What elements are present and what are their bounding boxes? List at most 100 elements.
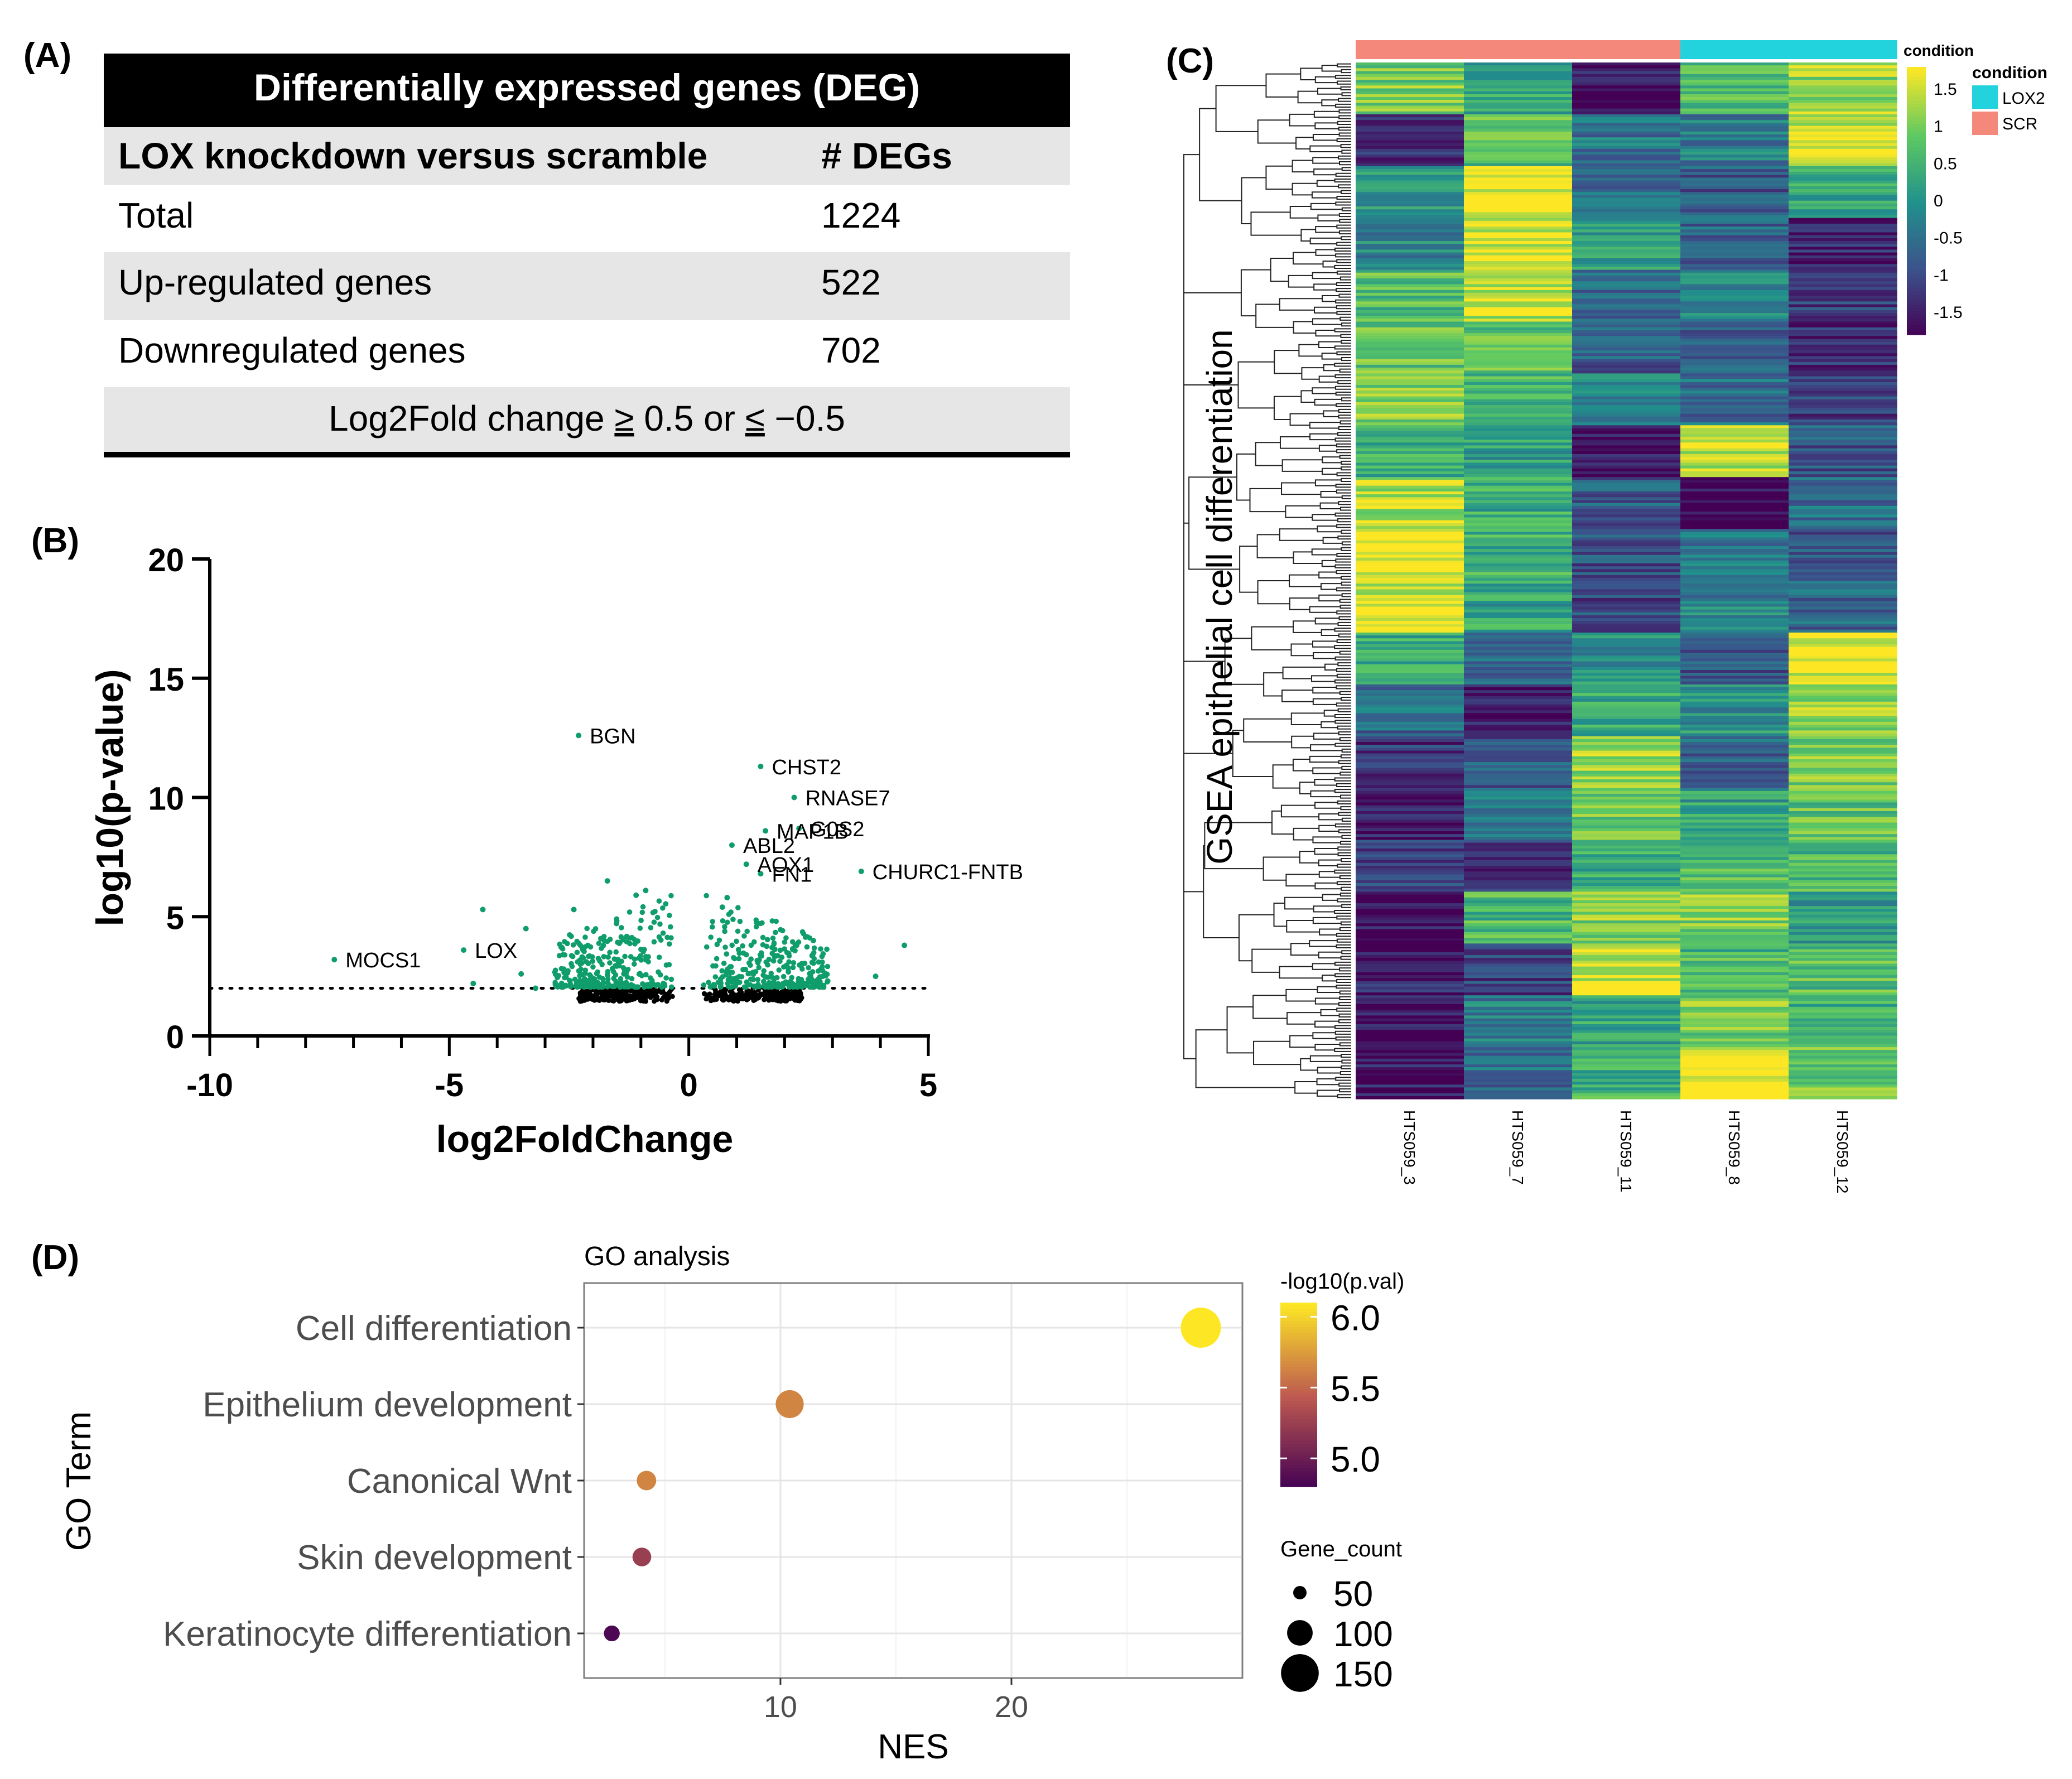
heatmap-cell bbox=[1680, 474, 1789, 478]
volcano-point-sig bbox=[703, 944, 710, 950]
volcano-point-nonsig bbox=[594, 995, 600, 1001]
heatmap-cell bbox=[1464, 817, 1573, 820]
heatmap-cell bbox=[1464, 773, 1573, 777]
go-colorbar-segment bbox=[1280, 1440, 1317, 1444]
heatmap-cell bbox=[1789, 71, 1897, 75]
go-colorbar-segment bbox=[1280, 1471, 1317, 1475]
volcano-point-sig bbox=[711, 983, 717, 989]
heatmap-cell bbox=[1789, 860, 1897, 864]
heatmap-cell bbox=[1680, 468, 1789, 472]
heatmap-cell bbox=[1789, 252, 1897, 256]
heatmap-cell bbox=[1789, 65, 1897, 69]
heatmap-cell bbox=[1464, 612, 1573, 616]
heatmap-cell bbox=[1680, 1044, 1789, 1048]
heatmap-cell bbox=[1464, 497, 1573, 501]
heatmap-cell bbox=[1356, 592, 1464, 596]
heatmap-dendrogram-branch bbox=[1314, 1043, 1340, 1051]
heatmap-colorbar-segment bbox=[1907, 157, 1926, 161]
heatmap-cell bbox=[1680, 877, 1789, 881]
heatmap-cell bbox=[1680, 575, 1789, 578]
heatmap-colorbar-segment bbox=[1907, 204, 1926, 208]
heatmap-cell bbox=[1356, 235, 1464, 239]
heatmap-cell bbox=[1356, 808, 1464, 812]
heatmap-cell bbox=[1680, 514, 1789, 518]
heatmap-colorbar-segment bbox=[1907, 285, 1926, 288]
heatmap-cell bbox=[1464, 85, 1573, 89]
heatmap-cell bbox=[1572, 440, 1681, 443]
volcano-point-sig bbox=[656, 969, 661, 975]
heatmap-dendrogram-branch bbox=[1313, 306, 1337, 314]
heatmap-cell bbox=[1680, 1055, 1789, 1059]
heatmap-cell bbox=[1680, 969, 1789, 973]
heatmap-dendrogram-branch bbox=[1337, 380, 1351, 384]
heatmap-cell bbox=[1789, 1035, 1897, 1039]
heatmap-cell bbox=[1572, 508, 1681, 512]
heatmap-cell bbox=[1572, 577, 1681, 581]
volcano-point-sig bbox=[668, 893, 674, 899]
heatmap-cell bbox=[1356, 368, 1464, 371]
heatmap-cell bbox=[1680, 811, 1789, 814]
heatmap-cell bbox=[1464, 978, 1573, 981]
volcano-point-sig bbox=[643, 957, 649, 963]
heatmap-cell bbox=[1572, 505, 1681, 509]
volcano-point-sig bbox=[638, 918, 644, 923]
heatmap-dendrogram-branch bbox=[1315, 249, 1336, 256]
heatmap-cell bbox=[1356, 727, 1464, 731]
heatmap-cell bbox=[1789, 508, 1897, 512]
heatmap-cell bbox=[1789, 549, 1897, 552]
heatmap-cell bbox=[1680, 776, 1789, 780]
heatmap-cell bbox=[1356, 1001, 1464, 1005]
heatmap-cell bbox=[1789, 831, 1897, 835]
heatmap-cell bbox=[1572, 376, 1681, 380]
heatmap-dendrogram-branch bbox=[1317, 214, 1340, 221]
heatmap-cell bbox=[1789, 837, 1897, 841]
volcano-point-sig bbox=[597, 936, 604, 942]
volcano-point-sig bbox=[618, 976, 624, 982]
go-colorbar-segment bbox=[1280, 1474, 1317, 1478]
heatmap-colorbar-segment bbox=[1907, 197, 1926, 201]
heatmap-cell bbox=[1680, 353, 1789, 357]
heatmap-cell bbox=[1572, 678, 1681, 682]
heatmap-dendrogram-branch bbox=[1312, 1032, 1336, 1039]
heatmap-cell bbox=[1789, 1070, 1897, 1074]
heatmap-cell bbox=[1789, 586, 1897, 590]
heatmap-cell bbox=[1464, 402, 1573, 406]
heatmap-cell bbox=[1680, 324, 1789, 328]
heatmap-cell bbox=[1464, 160, 1573, 164]
volcano-point-sig bbox=[811, 945, 817, 951]
heatmap-cell bbox=[1572, 739, 1681, 743]
volcano-gene-label: RNASE7 bbox=[806, 787, 890, 811]
heatmap-cell bbox=[1464, 768, 1573, 772]
heatmap-colorbar-segment bbox=[1907, 181, 1926, 185]
heatmap-cell bbox=[1572, 151, 1681, 155]
heatmap-cell bbox=[1680, 298, 1789, 302]
volcano-point-nonsig bbox=[579, 994, 584, 999]
heatmap-cell bbox=[1789, 324, 1897, 328]
heatmap-cell bbox=[1464, 215, 1573, 219]
heatmap-cell bbox=[1464, 857, 1573, 861]
heatmap-cell bbox=[1572, 269, 1681, 273]
heatmap-dendrogram-branch bbox=[1285, 989, 1318, 1002]
heatmap-cell bbox=[1356, 442, 1464, 446]
heatmap-cell bbox=[1680, 649, 1789, 653]
heatmap-cell bbox=[1464, 877, 1573, 881]
heatmap-cell bbox=[1572, 131, 1681, 135]
heatmap-cell bbox=[1464, 287, 1573, 291]
go-colorbar-segment bbox=[1280, 1312, 1317, 1315]
heatmap-cell bbox=[1356, 788, 1464, 792]
heatmap-cell bbox=[1356, 134, 1464, 138]
heatmap-cell bbox=[1789, 797, 1897, 800]
heatmap-dendrogram-branch bbox=[1336, 489, 1351, 494]
volcano-point-sig bbox=[746, 960, 752, 966]
go-colorbar-segment bbox=[1280, 1413, 1317, 1417]
heatmap-cell bbox=[1680, 368, 1789, 371]
heatmap-cell bbox=[1572, 275, 1681, 279]
heatmap-cell bbox=[1572, 97, 1681, 100]
heatmap-cell bbox=[1356, 624, 1464, 628]
heatmap-cell bbox=[1464, 555, 1573, 558]
volcano-point-sig bbox=[774, 975, 780, 981]
heatmap-cell bbox=[1464, 393, 1573, 397]
heatmap-cell bbox=[1356, 177, 1464, 181]
